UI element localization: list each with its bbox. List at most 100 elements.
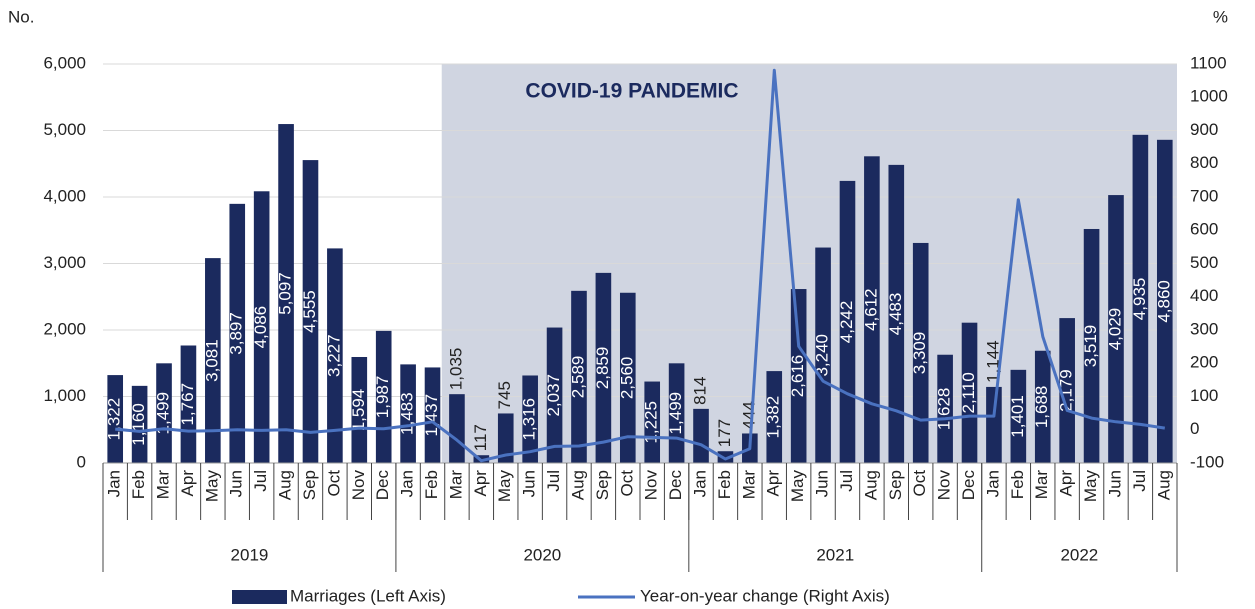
bar <box>766 371 783 463</box>
y2-tick-label: 300 <box>1190 319 1218 338</box>
y2-tick-label: 500 <box>1190 253 1218 272</box>
y2-tick-label: 200 <box>1190 353 1218 372</box>
y-tick-label: 2,000 <box>43 319 86 338</box>
y-tick-label: 5,000 <box>43 120 86 139</box>
x-tick-label: Jan <box>691 470 710 497</box>
bar <box>229 203 246 464</box>
bar <box>302 160 319 463</box>
data-label: 1,987 <box>373 376 392 419</box>
x-tick-label: Aug <box>1154 470 1173 500</box>
bar <box>644 381 661 463</box>
bar <box>424 367 441 463</box>
x-tick-label: Jul <box>837 470 856 492</box>
x-tick-label: Apr <box>471 470 490 497</box>
y2-tick-label: 600 <box>1190 220 1218 239</box>
data-label: 444 <box>739 401 758 429</box>
data-label: 2,037 <box>544 374 563 417</box>
data-label: 1,499 <box>154 392 173 435</box>
bar <box>156 363 172 463</box>
data-label: 1,767 <box>178 383 197 426</box>
data-label: 1,225 <box>642 401 661 444</box>
y2-tick-label: 400 <box>1190 286 1218 305</box>
legend-label: Marriages (Left Axis) <box>290 586 446 605</box>
x-tick-label: Aug <box>861 470 880 500</box>
data-label: 4,242 <box>837 301 856 344</box>
x-tick-label: Feb <box>129 470 148 499</box>
bar <box>815 247 831 463</box>
y2-tick-label: 1000 <box>1190 87 1228 106</box>
bar <box>278 124 294 463</box>
bar <box>131 385 148 463</box>
x-tick-label: Aug <box>568 470 587 500</box>
x-tick-label: Jan <box>105 470 124 497</box>
bar <box>205 258 221 463</box>
y-tick-label: 0 <box>77 452 86 471</box>
data-label: 3,227 <box>324 334 343 377</box>
data-label: 1,322 <box>105 398 124 441</box>
right-axis-label: % <box>1213 7 1228 26</box>
x-tick-label: Nov <box>349 470 368 501</box>
data-label: 1,035 <box>446 348 465 391</box>
year-label: 2021 <box>816 545 854 564</box>
data-label: 4,029 <box>1105 308 1124 351</box>
x-tick-label: Dec <box>959 470 978 501</box>
annotation: COVID-19 PANDEMIC <box>525 80 738 103</box>
x-tick-label: Apr <box>178 470 197 497</box>
x-tick-label: Feb <box>715 470 734 499</box>
y2-tick-label: 800 <box>1190 153 1218 172</box>
y2-tick-label: 0 <box>1190 419 1199 438</box>
x-tick-label: Oct <box>324 470 343 497</box>
x-tick-label: Jan <box>398 470 417 497</box>
x-tick-label: Jan <box>983 470 1002 497</box>
legend-label: Year-on-year change (Right Axis) <box>640 586 890 605</box>
x-tick-label: Mar <box>154 470 173 500</box>
y2-tick-label: -100 <box>1190 452 1224 471</box>
data-label: 814 <box>691 376 710 404</box>
data-label: 2,560 <box>617 357 636 400</box>
data-label: 1,483 <box>398 392 417 435</box>
y-tick-label: 6,000 <box>43 53 86 72</box>
data-label: 1,594 <box>349 389 368 432</box>
x-tick-label: Oct <box>910 470 929 497</box>
bar <box>522 375 538 463</box>
data-label: 1,437 <box>422 394 441 437</box>
bar <box>400 364 416 463</box>
left-axis-label: No. <box>8 7 34 26</box>
data-label: 1,499 <box>666 392 685 435</box>
data-label: 2,110 <box>959 372 978 413</box>
bar <box>449 394 465 463</box>
bar <box>1010 369 1027 463</box>
x-tick-label: May <box>202 470 221 503</box>
x-tick-label: Sep <box>886 470 905 500</box>
x-tick-label: Aug <box>276 470 295 500</box>
data-label: 1,160 <box>129 403 148 446</box>
bar <box>790 289 807 463</box>
y2-tick-label: 1100 <box>1190 53 1227 72</box>
data-label: 4,860 <box>1154 280 1173 323</box>
x-tick-label: Apr <box>764 470 783 497</box>
x-tick-label: May <box>1081 470 1100 503</box>
x-tick-label: Jun <box>1105 470 1124 497</box>
bar <box>180 345 197 463</box>
x-tick-label: Jun <box>227 470 246 497</box>
bar <box>619 292 636 463</box>
data-label: 3,897 <box>227 312 246 355</box>
bar <box>497 413 514 463</box>
x-tick-label: Nov <box>642 470 661 501</box>
bar <box>1034 350 1051 463</box>
bar <box>107 375 124 463</box>
data-label: 177 <box>715 419 734 447</box>
x-tick-label: May <box>788 470 807 503</box>
data-label: 4,086 <box>251 306 270 349</box>
bar <box>717 451 734 463</box>
x-tick-label: Jul <box>1130 470 1149 492</box>
bar <box>1083 228 1100 463</box>
data-label: 4,555 <box>300 290 319 333</box>
data-label: 1,401 <box>1008 395 1027 438</box>
bar <box>595 272 612 463</box>
data-label: 2,859 <box>593 347 612 390</box>
data-label: 5,097 <box>276 272 295 315</box>
x-tick-label: Oct <box>617 470 636 497</box>
x-tick-label: Mar <box>1032 470 1051 500</box>
